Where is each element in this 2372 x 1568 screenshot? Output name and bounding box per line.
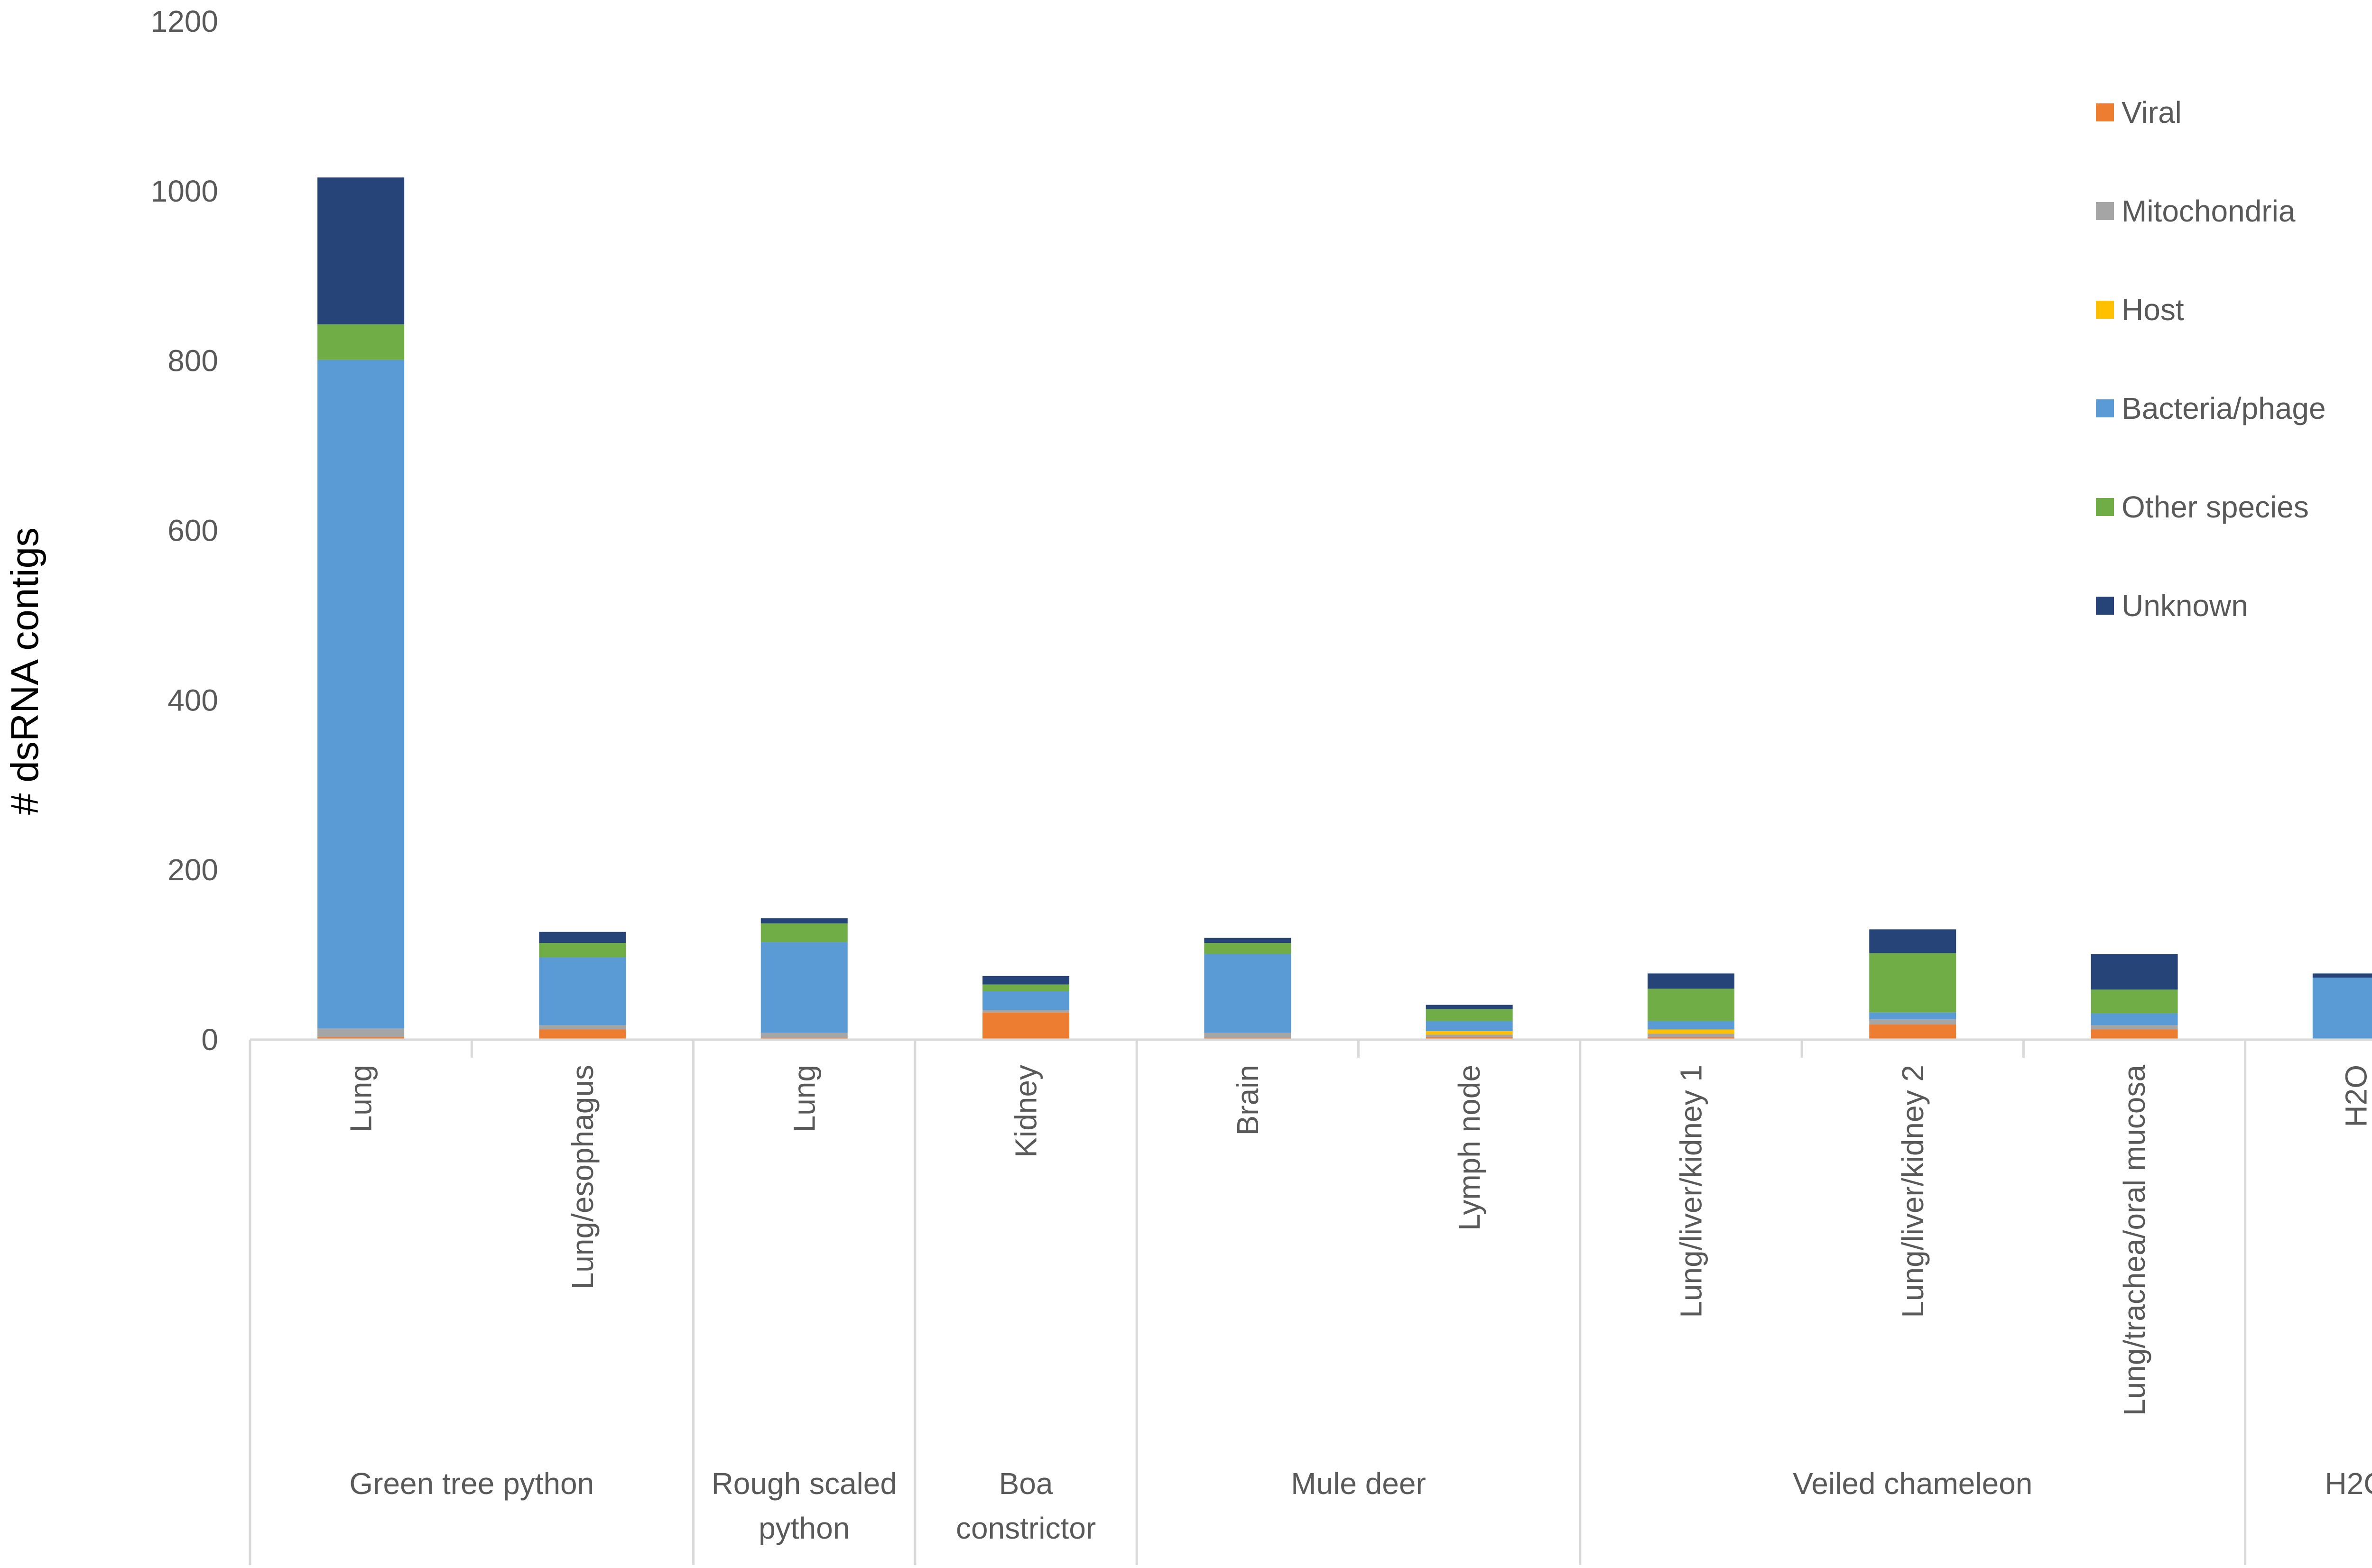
y-tick-label: 400: [167, 683, 218, 717]
bar-segment-other-species: [1426, 1009, 1513, 1021]
bar-segment-bacteria-phage: [2312, 978, 2372, 1040]
y-tick-label: 200: [167, 853, 218, 887]
category-label: Lung/trachea/oral mucosa: [2117, 1065, 2151, 1416]
legend: Viral Mitochondria Host Bacteria/phage Other…: [2096, 95, 2326, 623]
bar-segment-other-species: [982, 984, 1070, 992]
group-labels: Green tree python Rough scaled python Boa co…: [349, 1467, 2372, 1545]
bar-segment-bacteria-phage: [1647, 1021, 1734, 1030]
y-axis-ticks: 0 200 400 600 800 1000 1200: [151, 4, 218, 1057]
bar-segment-mitochondria: [1869, 1019, 1956, 1024]
bar-segment-unknown: [1204, 938, 1291, 943]
group-label: Boa constrictor: [956, 1467, 1096, 1545]
bar-segment-mitochondria: [1204, 1033, 1291, 1038]
legend-label: Bacteria/phage: [2122, 391, 2326, 425]
bar-segment-viral: [2091, 1029, 2178, 1040]
group-label: Mule deer: [1291, 1467, 1426, 1501]
bar-segment-mitochondria: [317, 1028, 405, 1037]
bar-segment-host: [1426, 1031, 1513, 1035]
bar-segment-viral: [539, 1029, 626, 1040]
bar-segment-bacteria-phage: [539, 957, 626, 1025]
bar-segment-unknown: [539, 932, 626, 943]
axes: [249, 1038, 2372, 1565]
bar-segment-host: [1647, 1029, 1734, 1034]
bar-segment-bacteria-phage: [2091, 1013, 2178, 1025]
bar-segment-unknown: [760, 918, 848, 923]
bar-segment-unknown: [317, 177, 405, 324]
bar-segment-bacteria-phage: [317, 360, 405, 1029]
bar-segment-unknown: [2312, 973, 2372, 978]
category-label: Lung: [787, 1065, 821, 1132]
bar-segment-other-species: [1204, 943, 1291, 954]
legend-label: Host: [2122, 293, 2184, 327]
group-label: Rough scaled python: [712, 1467, 897, 1545]
group-label: H2O: [2325, 1467, 2372, 1501]
legend-swatch: [2096, 202, 2114, 220]
bar-segment-unknown: [982, 976, 1070, 985]
legend-swatch: [2096, 498, 2114, 516]
bar-segment-unknown: [1647, 973, 1734, 989]
y-tick-label: 600: [167, 514, 218, 548]
bar-segment-mitochondria: [1426, 1034, 1513, 1037]
bar-segment-mitochondria: [982, 1010, 1070, 1013]
y-axis-title: # dsRNA contigs: [3, 527, 46, 815]
bar-segment-unknown: [1426, 1005, 1513, 1009]
y-tick-label: 1200: [151, 4, 218, 38]
bar-segment-viral: [1647, 1037, 1734, 1040]
legend-label: Viral: [2122, 95, 2182, 129]
bar-segment-other-species: [539, 943, 626, 958]
legend-swatch: [2096, 399, 2114, 417]
bar-segment-mitochondria: [760, 1033, 848, 1038]
bar-segment-viral: [317, 1037, 405, 1040]
bar-segment-unknown: [2091, 954, 2178, 990]
bar-segment-other-species: [2091, 989, 2178, 1014]
bar-segment-bacteria-phage: [982, 991, 1070, 1010]
category-label: Lung/liver/kidney 2: [1896, 1065, 1930, 1318]
legend-label: Unknown: [2122, 589, 2248, 623]
bar-segment-other-species: [1869, 953, 1956, 1013]
category-label: H2O: [2339, 1065, 2372, 1127]
bar-segment-viral: [1426, 1037, 1513, 1040]
legend-label: Mitochondria: [2122, 194, 2296, 228]
category-label: Brain: [1231, 1065, 1265, 1135]
bar-segment-other-species: [1647, 988, 1734, 1021]
category-label: Lung: [344, 1065, 378, 1132]
category-label: Kidney: [1009, 1065, 1043, 1158]
bar-segment-viral: [1869, 1024, 1956, 1040]
y-tick-label: 800: [167, 344, 218, 378]
bar-segment-mitochondria: [539, 1025, 626, 1030]
category-label: Lymph node: [1452, 1065, 1486, 1231]
bar-segment-unknown: [1869, 929, 1956, 953]
bar-segment-bacteria-phage: [1204, 954, 1291, 1033]
group-label: Veiled chameleon: [1793, 1467, 2032, 1501]
bars: [317, 177, 2372, 1040]
legend-swatch: [2096, 597, 2114, 615]
legend-swatch: [2096, 301, 2114, 319]
bar-segment-bacteria-phage: [760, 942, 848, 1033]
bar-segment-mitochondria: [1647, 1033, 1734, 1037]
bar-segment-viral: [982, 1012, 1070, 1040]
bar-segment-mitochondria: [2091, 1025, 2178, 1030]
legend-label: Other species: [2122, 490, 2309, 524]
bar-segment-bacteria-phage: [1426, 1021, 1513, 1032]
bar-segment-other-species: [760, 923, 848, 942]
category-label: Lung/liver/kidney 1: [1674, 1065, 1708, 1318]
group-label: Green tree python: [349, 1467, 594, 1501]
y-tick-label: 1000: [151, 174, 218, 208]
category-label: Lung/esophagus: [565, 1065, 600, 1289]
bar-segment-bacteria-phage: [1869, 1012, 1956, 1020]
legend-swatch: [2096, 103, 2114, 121]
category-labels: Lung Lung/esophagus Lung Kidney Brain Lymph n…: [344, 1065, 2372, 1416]
bar-segment-other-species: [317, 324, 405, 360]
y-tick-label: 0: [201, 1023, 218, 1057]
